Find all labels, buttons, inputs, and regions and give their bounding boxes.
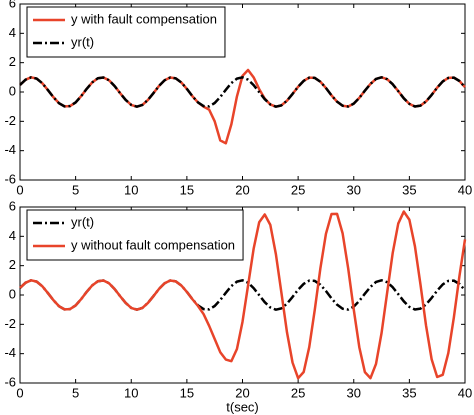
y-tick-label: -6	[4, 374, 16, 389]
x-tick-label: 20	[235, 182, 249, 197]
y-tick-label: -6	[4, 171, 16, 186]
x-tick-label: 0	[16, 182, 23, 197]
x-tick-label: 15	[180, 385, 194, 400]
x-tick-label: 10	[124, 385, 138, 400]
series-line	[19, 210, 467, 380]
y-tick-label: 2	[9, 257, 16, 272]
legend-label: y with fault compensation	[71, 11, 217, 26]
legend: y with fault compensation yr(t)	[26, 6, 226, 58]
subplot: 0 5 10 15 20 25 30 35 40 -6 -4 -2 0 2 4 6 t(sec) yr(t) y w…	[4, 198, 472, 414]
x-tick-label: 20	[235, 385, 249, 400]
x-tick-label: 30	[347, 182, 361, 197]
y-tick-label: 0	[9, 286, 16, 301]
x-tick-label: 40	[458, 182, 472, 197]
legend-label: yr(t)	[71, 34, 94, 49]
x-tick-label: 25	[291, 182, 305, 197]
y-tick-label: -4	[4, 142, 16, 157]
x-tick-label: 25	[291, 385, 305, 400]
x-tick-label: 10	[124, 182, 138, 197]
y-tick-label: 6	[9, 198, 16, 213]
series-line	[19, 76, 466, 108]
series-line	[19, 279, 466, 311]
y-tick-label: -2	[4, 316, 16, 331]
x-axis-label: t(sec)	[226, 399, 259, 414]
legend-label: y without fault compensation	[71, 237, 235, 252]
legend-box	[26, 6, 226, 58]
subplot: 0 5 10 15 20 25 30 35 40 -6 -4 -2 0 2 4 6 y with fault c…	[4, 0, 472, 197]
x-tick-label: 35	[402, 182, 416, 197]
x-tick-label: 30	[347, 385, 361, 400]
x-tick-label: 15	[180, 182, 194, 197]
x-tick-label: 0	[16, 385, 23, 400]
y-tick-label: 4	[9, 228, 16, 243]
y-tick-label: -2	[4, 113, 16, 128]
legend: yr(t) y without fault compensation	[26, 209, 244, 261]
y-tick-label: 0	[9, 83, 16, 98]
legend-label: yr(t)	[71, 214, 94, 229]
x-tick-label: 5	[72, 182, 79, 197]
x-tick-label: 35	[402, 385, 416, 400]
x-tick-label: 5	[72, 385, 79, 400]
y-tick-label: -4	[4, 345, 16, 360]
x-tick-label: 40	[458, 385, 472, 400]
legend-box	[26, 209, 244, 261]
y-tick-label: 6	[9, 0, 16, 10]
y-tick-label: 4	[9, 25, 16, 40]
y-tick-label: 2	[9, 54, 16, 69]
